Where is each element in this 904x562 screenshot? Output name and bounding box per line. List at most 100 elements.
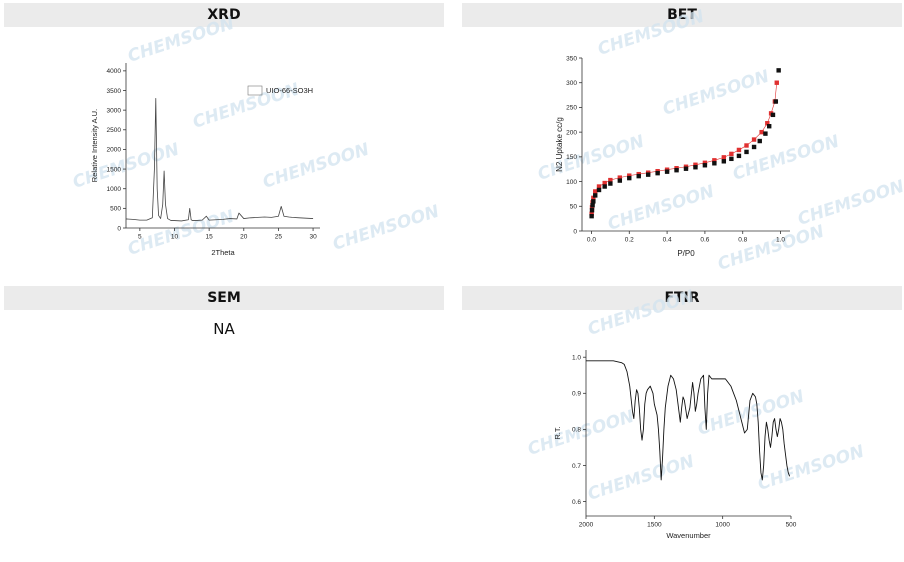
xrd-y-tick-label: 1500: [107, 166, 122, 173]
ftir-y-tick-label: 0.7: [572, 463, 581, 470]
bet-black-point: [776, 68, 781, 73]
bet-x-axis-label: P/P0: [677, 249, 695, 258]
bet-x-tick-label: 0.4: [663, 237, 672, 244]
bet-red-point: [736, 147, 742, 153]
bet-y-tick-label: 300: [566, 80, 577, 87]
bet-black-point: [655, 170, 660, 176]
ftir-x-tick-label: 500: [786, 522, 797, 529]
ftir-y-axis-label: R.T.: [553, 426, 562, 439]
bet-red-point: [596, 184, 602, 189]
xrd-y-tick-label: 2000: [107, 147, 122, 154]
ftir-x-tick-label: 2000: [579, 522, 594, 529]
bet-black-point: [702, 163, 708, 168]
bet-y-tick-label: 50: [570, 204, 578, 211]
bet-y-axis-label: N2 Uptake cc/g: [555, 117, 564, 172]
xrd-x-tick-label: 20: [240, 234, 248, 241]
xrd-x-tick-label: 15: [206, 234, 214, 241]
bet-black-point: [608, 181, 613, 186]
bet-x-tick-label: 1.0: [776, 237, 785, 244]
ftir-y-tick-label: 0.8: [572, 427, 581, 434]
bet-y-tick-label: 0: [573, 228, 577, 235]
bet-black-point: [683, 166, 689, 171]
sem-header: SEM: [4, 286, 444, 310]
bet-y-tick-label: 150: [566, 154, 577, 161]
bet-x-tick-label: 0.2: [625, 237, 634, 244]
bet-red-point: [721, 155, 727, 160]
bet-black-point: [591, 199, 596, 204]
bet-black-point: [767, 124, 772, 129]
bet-black-point: [664, 169, 670, 174]
ftir-x-axis-label: Wavenumber: [666, 531, 711, 540]
bet-red-point: [729, 151, 734, 157]
xrd-y-tick-label: 3500: [107, 88, 122, 95]
xrd-x-axis-label: 2Theta: [211, 248, 235, 257]
bet-black-point: [757, 138, 762, 144]
bet-black-point: [712, 161, 717, 166]
xrd-header: XRD: [4, 3, 444, 27]
xrd-x-tick-label: 5: [138, 234, 142, 241]
bet-red-point: [617, 175, 623, 180]
ftir-y-tick-label: 1.0: [572, 354, 581, 361]
bet-black-point: [596, 187, 602, 193]
bet-red-point: [712, 158, 717, 163]
ftir-series-line: [586, 360, 791, 481]
bet-black-point: [763, 131, 768, 136]
bet-y-tick-label: 350: [566, 55, 577, 62]
bet-black-point: [589, 213, 594, 219]
ftir-y-tick-label: 0.9: [572, 391, 581, 398]
xrd-series-line: [125, 97, 314, 222]
sem-na-text: NA: [213, 320, 235, 338]
bet-black-point: [729, 156, 734, 162]
ftir-x-tick-label: 1500: [647, 522, 662, 529]
bet-black-point: [589, 208, 595, 213]
xrd-x-tick-label: 25: [275, 234, 283, 241]
bet-black-point: [674, 168, 679, 173]
xrd-y-tick-label: 4000: [107, 68, 122, 75]
xrd-x-tick-label: 10: [171, 234, 179, 241]
bet-red-point: [744, 143, 749, 148]
bet-black-point: [590, 203, 595, 208]
bet-black-point: [593, 193, 598, 198]
xrd-y-tick-label: 3000: [107, 107, 122, 114]
bet-red-point: [759, 129, 764, 135]
xrd-x-tick-label: 30: [309, 234, 317, 241]
bet-red-point: [774, 80, 779, 85]
bet-black-point: [744, 149, 749, 155]
bet-black-point: [773, 99, 779, 104]
bet-y-tick-label: 200: [566, 129, 577, 136]
xrd-y-tick-label: 500: [110, 206, 121, 213]
xrd-y-tick-label: 1000: [107, 186, 122, 193]
bet-black-point: [721, 159, 727, 164]
bet-black-point: [751, 144, 757, 150]
bet-red-point: [693, 162, 698, 167]
bet-red-point: [602, 180, 607, 186]
bet-red-point: [589, 211, 594, 216]
ftir-header: FTIR: [462, 286, 902, 310]
bet-red-point: [751, 137, 757, 142]
bet-black-point: [617, 178, 623, 183]
bet-black-point: [636, 173, 641, 179]
bet-red-point: [608, 177, 613, 183]
bet-y-tick-label: 250: [566, 105, 577, 112]
bet-x-tick-label: 0.6: [700, 237, 709, 244]
bet-x-tick-label: 0.0: [587, 237, 596, 244]
bet-black-point: [770, 112, 776, 118]
bet-black-point: [627, 175, 632, 181]
bet-red-point: [765, 121, 770, 126]
bet-black-point: [645, 172, 651, 177]
xrd-y-tick-label: 0: [117, 225, 121, 232]
bet-x-tick-label: 0.8: [738, 237, 747, 244]
ftir-x-tick-label: 1000: [715, 522, 730, 529]
bet-red-point: [593, 189, 598, 194]
xrd-y-tick-label: 2500: [107, 127, 122, 134]
bet-red-point: [702, 160, 708, 165]
ftir-y-tick-label: 0.6: [572, 499, 581, 506]
xrd-y-axis-label: Relative Intensity A.U.: [90, 109, 99, 182]
bet-y-tick-label: 100: [566, 179, 577, 186]
bet-red-point: [627, 173, 632, 178]
bet-black-point: [602, 184, 607, 189]
